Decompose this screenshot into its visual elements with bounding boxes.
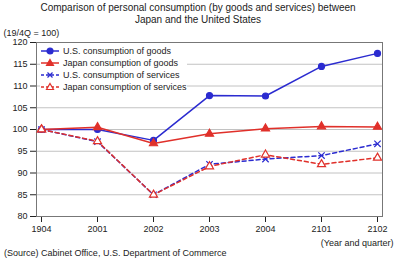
html-text:Japan consumption of goods: Japan consumption of goods xyxy=(63,58,179,68)
html-text:(Source) Cabinet Office, U.S.: (Source) Cabinet Office, U.S. Department… xyxy=(4,248,227,258)
svg-text:2101: 2101 xyxy=(311,224,331,234)
svg-text:95: 95 xyxy=(17,146,27,156)
svg-text:2001: 2001 xyxy=(87,224,107,234)
svg-text:2102: 2102 xyxy=(367,224,387,234)
html-text:U.S. consumption of services: U.S. consumption of services xyxy=(63,70,180,80)
svg-text:90: 90 xyxy=(17,168,27,178)
svg-text:2003: 2003 xyxy=(199,224,219,234)
html-text:Comparison of personal consump: Comparison of personal consumption (by g… xyxy=(40,2,356,25)
svg-text:2004: 2004 xyxy=(255,224,275,234)
svg-text:(19/4Q = 100): (19/4Q = 100) xyxy=(4,28,60,38)
html-text:U.S. consumption of goods: U.S. consumption of goods xyxy=(63,46,172,56)
svg-text:(Year and quarter): (Year and quarter) xyxy=(321,238,394,248)
svg-text:110: 110 xyxy=(13,81,27,91)
svg-text:105: 105 xyxy=(12,103,27,113)
svg-text:1904: 1904 xyxy=(31,224,51,234)
html-text:Japan consumption of services: Japan consumption of services xyxy=(63,82,187,92)
svg-text:120: 120 xyxy=(12,37,27,47)
svg-text:80: 80 xyxy=(17,211,27,221)
svg-text:85: 85 xyxy=(17,190,27,200)
svg-text:115: 115 xyxy=(13,59,27,69)
svg-text:2002: 2002 xyxy=(143,224,163,234)
svg-text:100: 100 xyxy=(12,124,27,134)
